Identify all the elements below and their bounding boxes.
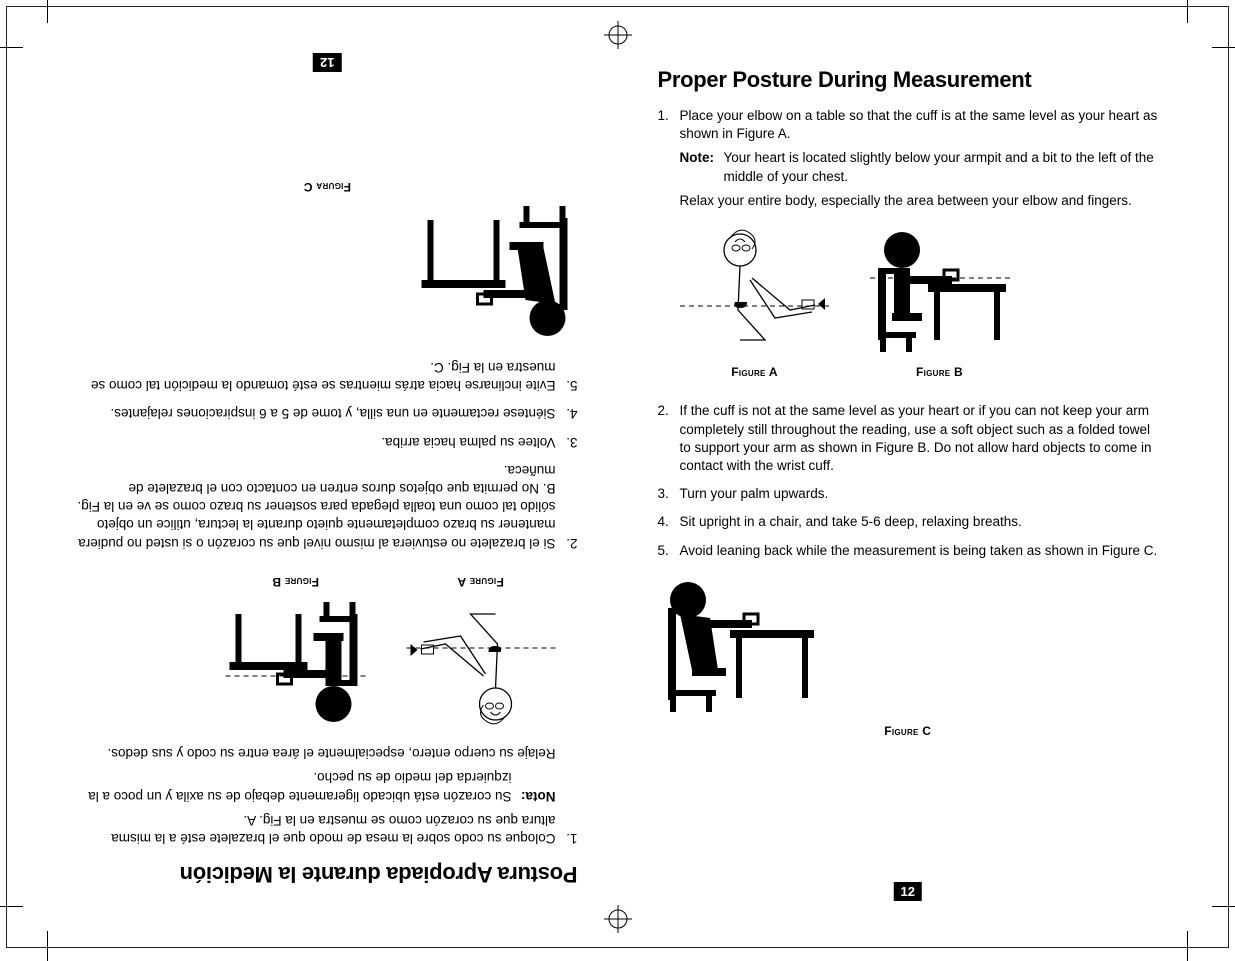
page-number-en: 12 [894,882,922,901]
figure-c-illustration-en [658,570,818,720]
page-number-es: 12 [313,53,341,72]
figure-c-label-en: Figure C [658,724,1159,738]
step-3-text-en: Turn your palm upwards. [680,485,1159,503]
step-2-en: 2.If the cuff is not at the same level a… [658,402,1159,475]
figure-b-es: Figure B [226,574,366,734]
figure-a-es: Figure A [406,574,556,734]
crop-mark-bl [3,911,43,951]
figure-row-ab-es: Figure A [77,574,556,734]
step-4-text-en: Sit upright in a chair, and take 5-6 dee… [680,513,1159,531]
step-number: 5. [556,358,578,394]
figure-a-illustration-en [680,220,830,360]
note-label-en: Note: [680,149,724,185]
step-1-es: 1. Coloque su codo sobre la mesa de modo… [77,562,578,847]
relax-text-en: Relax your entire body, especially the a… [680,192,1159,210]
note-label-es: Nota: [512,768,556,804]
step-5-en: 5.Avoid leaning back while the measureme… [658,542,1159,560]
step-number: 4. [556,404,578,422]
figure-b-en: Figure B [870,220,1010,380]
figure-a-en: Figure A [680,220,830,380]
step-4-es: 4.Siéntese rectamente en una silla, y to… [77,404,578,422]
step-1-en: 1. Place your elbow on a table so that t… [658,107,1159,392]
figure-c-wrap-en: Figure C [658,570,1159,738]
crop-mark-tr [1192,3,1232,43]
figure-a-label-es: Figure A [406,574,556,590]
page-spanish: Postura Apropiada durante la Medición 1.… [37,37,618,917]
figure-row-ab-en: Figure A [680,220,1159,380]
figure-b-illustration-en [870,220,1010,360]
step-number: 5. [658,542,680,560]
note-body-en: Your heart is located slightly below you… [724,149,1159,185]
step-1-text-es: Coloque su codo sobre la mesa de modo qu… [77,811,556,847]
title-spanish: Postura Apropiada durante la Medición [77,861,578,887]
step-number: 2. [556,461,578,552]
figure-b-label-es: Figure B [226,574,366,590]
step-5-text-es: Evite inclinarse hacia atrás mientras se… [77,358,556,394]
step-4-en: 4.Sit upright in a chair, and take 5-6 d… [658,513,1159,531]
note-row-es: Nota: Su corazón está ubicado ligerament… [77,768,556,804]
step-1-text-en: Place your elbow on a table so that the … [680,107,1159,143]
figure-c-wrap-es: Figura C [77,180,578,348]
figure-c-label-es: Figura C [77,180,578,194]
figure-a-illustration-es [406,594,556,734]
step-number: 2. [658,402,680,475]
page-english: Proper Posture During Measurement 1. Pla… [618,37,1199,917]
step-2-text-es: Si el brazalete no estuviera al mismo ni… [77,461,556,552]
steps-list-spanish: 1. Coloque su codo sobre la mesa de modo… [77,358,578,847]
step-5-es: 5.Evite inclinarse hacia atrás mientras … [77,358,578,394]
step-4-text-es: Siéntese rectamente en una silla, y tome… [77,404,556,422]
steps-list-english: 1. Place your elbow on a table so that t… [658,107,1159,560]
step-3-es: 3.Voltee su palma hacia arriba. [77,432,578,450]
page-spread: Postura Apropiada durante la Medición 1.… [37,37,1198,917]
note-body-es: Su corazón está ubicado ligeramente deba… [77,768,512,804]
step-5-text-en: Avoid leaning back while the measurement… [680,542,1159,560]
crop-mark-br [1192,911,1232,951]
print-sheet: Postura Apropiada durante la Medición 1.… [6,6,1229,948]
step-number: 1. [658,107,680,392]
relax-text-es: Relaje su cuerpo entero, especialmente e… [77,744,556,762]
step-number: 1. [556,562,578,847]
note-row-en: Note: Your heart is located slightly bel… [680,149,1159,185]
figure-a-label-en: Figure A [680,364,830,380]
figure-b-illustration-es [226,594,366,734]
step-number: 3. [556,432,578,450]
step-2-es: 2.Si el brazalete no estuviera al mismo … [77,461,578,552]
step-3-text-es: Voltee su palma hacia arriba. [77,432,556,450]
step-number: 4. [658,513,680,531]
figure-c-illustration-es [418,198,578,348]
step-number: 3. [658,485,680,503]
title-english: Proper Posture During Measurement [658,67,1159,93]
step-2-text-en: If the cuff is not at the same level as … [680,402,1159,475]
step-3-en: 3.Turn your palm upwards. [658,485,1159,503]
figure-b-label-en: Figure B [870,364,1010,380]
